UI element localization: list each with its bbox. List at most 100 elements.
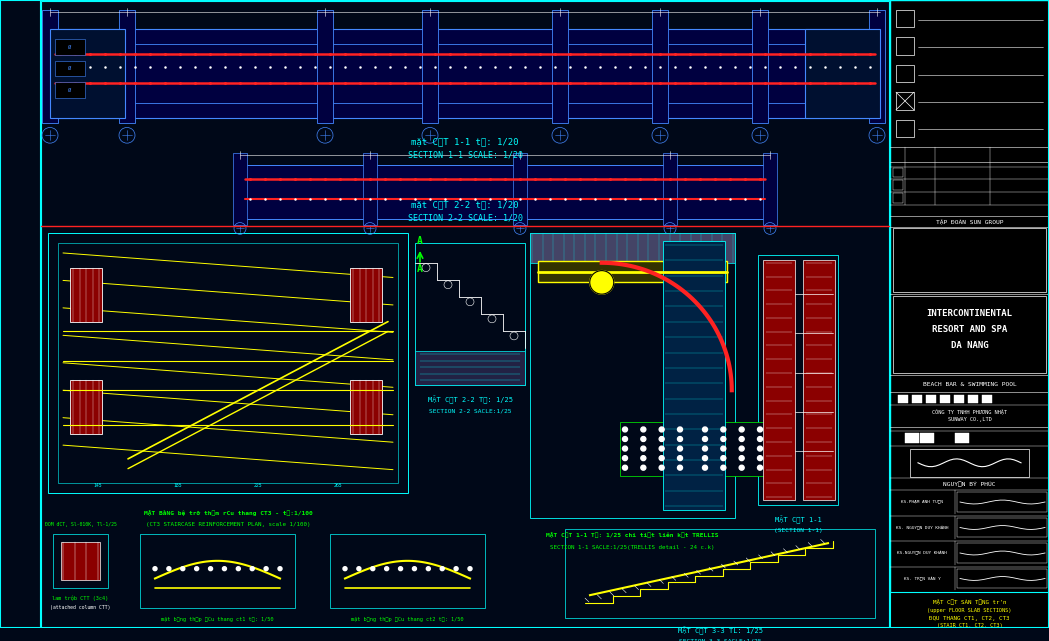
Circle shape [236,567,240,570]
Circle shape [622,427,627,432]
Circle shape [703,446,707,451]
Bar [957,518,1047,537]
Bar [890,592,1049,628]
Circle shape [678,456,683,461]
Bar [896,10,914,28]
Bar [752,10,768,122]
Circle shape [153,567,157,570]
Bar [422,10,438,122]
Bar [893,168,903,178]
Circle shape [195,567,198,570]
Circle shape [441,567,444,570]
Circle shape [721,437,726,442]
Circle shape [703,427,707,432]
Circle shape [167,567,171,570]
Bar [893,180,903,190]
Bar [55,61,85,76]
Bar [70,380,102,435]
Bar [530,233,735,518]
Circle shape [357,567,361,570]
Bar [763,260,795,500]
Circle shape [590,271,614,294]
Text: RESORT AND SPA: RESORT AND SPA [932,325,1007,334]
Circle shape [622,456,627,461]
Text: A: A [418,263,423,274]
Circle shape [622,446,627,451]
Bar [58,243,398,483]
Circle shape [343,567,347,570]
Circle shape [412,567,416,570]
Bar [896,37,914,55]
Circle shape [740,465,744,470]
Text: Ø: Ø [68,88,71,93]
Text: NGUYỄN BÝ PHÚC: NGUYỄN BÝ PHÚC [943,481,996,487]
Text: 185: 185 [174,483,183,488]
Circle shape [641,437,646,442]
Bar [890,0,1049,628]
Circle shape [740,456,744,461]
Circle shape [659,446,664,451]
Bar [896,92,914,110]
Text: MẶT CắT 1-1: MẶT CắT 1-1 [774,514,821,523]
Bar [350,380,382,435]
Circle shape [278,567,282,570]
Circle shape [222,567,227,570]
Bar [48,233,408,493]
Circle shape [641,465,646,470]
Text: mặt bảng thềp ởCu thang ct1 tỉ: 1/50: mặt bảng thềp ởCu thang ct1 tỉ: 1/50 [162,617,274,622]
Circle shape [678,427,683,432]
Text: mặt CắT 2-2 tỉ: 1/20: mặt CắT 2-2 tỉ: 1/20 [411,201,519,210]
Bar [565,529,875,618]
Text: (CT3 STAIRCASE REINFORCEMENT PLAN, scale 1/100): (CT3 STAIRCASE REINFORCEMENT PLAN, scale… [146,522,311,527]
Bar [957,543,1047,563]
Circle shape [757,465,763,470]
Circle shape [678,446,683,451]
Circle shape [641,446,646,451]
Circle shape [721,446,726,451]
Circle shape [426,567,430,570]
Text: 145: 145 [93,483,103,488]
Bar [652,10,668,122]
Text: KS.NGUYỄN DUY KHÁNH: KS.NGUYỄN DUY KHÁNH [897,551,947,555]
Bar [926,395,936,403]
Bar [893,296,1046,372]
Bar [954,395,964,403]
Circle shape [703,456,707,461]
Bar [55,39,85,55]
Bar [893,228,1046,292]
Text: mặt CắT 1-1 tỉ: 1/20: mặt CắT 1-1 tỉ: 1/20 [411,138,519,147]
Bar [415,243,524,385]
Circle shape [370,567,374,570]
Bar [802,260,835,500]
Bar [317,10,333,122]
Text: ĐOM đCT, Sl-010K, Tl-1/25: ĐOM đCT, Sl-010K, Tl-1/25 [44,522,116,527]
Circle shape [622,465,627,470]
Bar [893,193,903,203]
Text: SECTION 2-2 SCALE: 1/20: SECTION 2-2 SCALE: 1/20 [407,213,522,222]
Circle shape [659,437,664,442]
Text: MẶT CắT 3-3 TL: 1/25: MẶT CắT 3-3 TL: 1/25 [678,625,763,634]
Bar [119,10,135,122]
Bar [53,535,108,588]
Circle shape [757,437,763,442]
Circle shape [641,427,646,432]
Circle shape [659,465,664,470]
Text: DA NANG: DA NANG [950,340,988,349]
Circle shape [180,567,185,570]
Bar [763,153,777,224]
Bar [982,395,992,403]
Bar [233,153,247,224]
Bar [363,153,377,224]
Text: INTERCONTINENTAL: INTERCONTINENTAL [926,309,1012,318]
Text: ĐQU THANG CT1, CT2, CT3: ĐQU THANG CT1, CT2, CT3 [929,616,1010,621]
Circle shape [622,437,627,442]
Circle shape [721,465,726,470]
Bar [41,1,889,628]
Bar [957,569,1047,588]
Circle shape [659,456,664,461]
Circle shape [703,465,707,470]
Text: KS. TRẦN VĂN Y: KS. TRẦN VĂN Y [903,576,940,581]
Circle shape [721,456,726,461]
Bar [869,10,885,122]
Bar [805,29,880,118]
